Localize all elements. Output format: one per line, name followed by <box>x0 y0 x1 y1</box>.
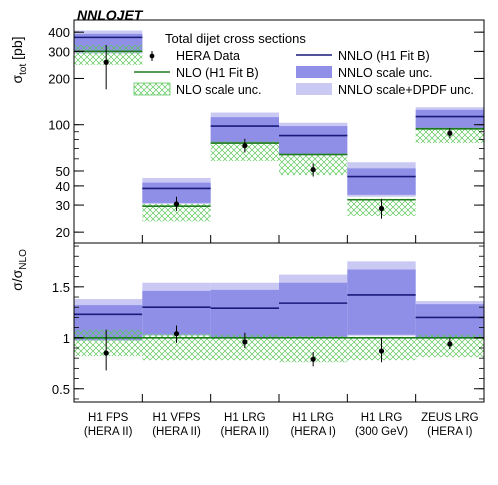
nnlo-scale-band <box>347 168 416 195</box>
y-tick-label: 50 <box>56 164 70 179</box>
nnlo-scale-band <box>279 126 348 155</box>
data-point <box>310 356 316 362</box>
data-point <box>173 201 180 207</box>
nnlo-scale-band <box>415 304 484 338</box>
y-tick-label: 1.5 <box>52 280 70 295</box>
x-tick-label: H1 VFPS <box>153 412 201 424</box>
nnlo-scale-band <box>347 269 416 335</box>
x-tick-label: H1 LRG <box>224 412 266 424</box>
nnlo-scale-band <box>210 117 279 143</box>
x-tick-label: (HERA II) <box>152 426 201 438</box>
data-point <box>242 339 248 345</box>
data-point <box>310 167 316 173</box>
top-y-axis-title: σtot [pb] <box>9 36 29 83</box>
legend-nlo-scale-swatch <box>133 82 171 96</box>
y-tick-label: 100 <box>48 118 70 133</box>
legend-nnlo-scale-swatch <box>296 66 332 78</box>
y-tick-label: 0.5 <box>52 382 70 397</box>
y-tick-label: 300 <box>48 44 70 59</box>
y-tick-label: 20 <box>56 225 70 240</box>
x-tick-label: (300 GeV) <box>355 426 408 438</box>
nnlojet-label: NNLOJET <box>77 7 144 23</box>
legend-data-symbol <box>149 53 155 59</box>
bottom-y-axis-title: σ/σNLO <box>9 249 29 291</box>
legend-label: HERA Data <box>176 49 240 63</box>
x-tick-label: H1 LRG <box>292 412 334 424</box>
legend-label: NLO (H1 Fit B) <box>176 66 259 80</box>
legend-label: NNLO (H1 Fit B) <box>338 49 430 63</box>
nlo-scale-band <box>142 203 211 222</box>
y-tick-label: 1 <box>63 331 70 346</box>
x-tick-labels: H1 FPS (HERA II) H1 VFPS (HERA II) H1 LRG (HE… <box>84 412 479 438</box>
data-point <box>173 331 180 337</box>
legend-label: NNLO scale+DPDF unc. <box>338 83 474 97</box>
legend-label: NNLO scale unc. <box>338 66 432 80</box>
legend-label: NLO scale unc. <box>176 83 261 97</box>
nlo-scale-band <box>74 45 143 65</box>
legend-nnlo-dpdf-swatch <box>296 83 332 95</box>
x-tick-label: (HERA I) <box>427 426 473 438</box>
x-tick-label: ZEUS LRG <box>421 412 479 424</box>
data-point <box>242 143 248 149</box>
nnlo-scale-band <box>415 109 484 129</box>
data-point <box>103 350 109 356</box>
x-tick-label: (HERA II) <box>221 426 270 438</box>
x-tick-label: (HERA I) <box>290 426 336 438</box>
y-tick-label: 30 <box>56 198 70 213</box>
data-point <box>447 130 453 136</box>
data-point <box>378 205 385 212</box>
y-tick-label: 200 <box>48 71 70 86</box>
legend-title: Total dijet cross sections <box>165 31 306 46</box>
x-tick-label: H1 FPS <box>88 412 129 424</box>
nnlo-scale-band <box>279 282 348 337</box>
y-tick-label: 400 <box>48 25 70 40</box>
x-tick-label: (HERA II) <box>84 426 133 438</box>
data-point <box>447 341 453 347</box>
x-tick-label: H1 LRG <box>361 412 403 424</box>
data-point <box>378 348 385 354</box>
data-point <box>103 59 109 65</box>
y-tick-label: 40 <box>56 179 70 194</box>
legend: HERA Data NNLO (H1 Fit B) NLO (H1 Fit B) NN… <box>133 49 474 97</box>
nnlo-scale-band <box>210 289 279 338</box>
bottom-panel: 0.5 1 1.5 σ/σNLO <box>9 242 485 403</box>
